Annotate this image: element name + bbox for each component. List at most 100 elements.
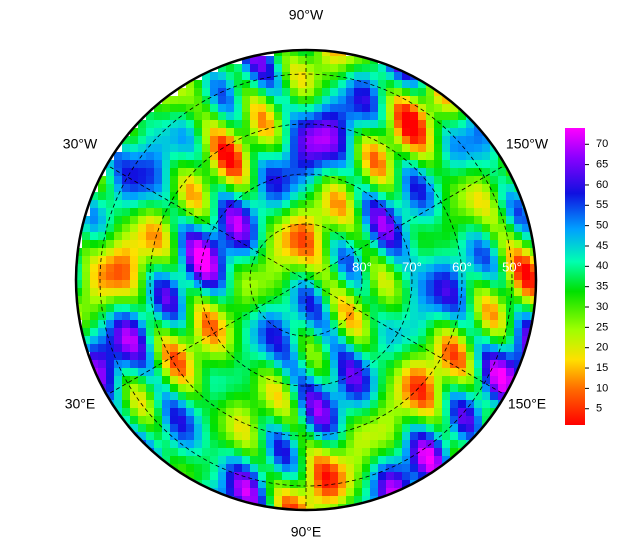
field-cell xyxy=(450,304,458,312)
field-cell xyxy=(306,472,314,480)
field-cell xyxy=(274,224,282,232)
field-cell xyxy=(106,160,114,168)
field-cell xyxy=(362,96,370,104)
field-cell xyxy=(394,152,402,160)
field-cell xyxy=(226,472,234,480)
field-cell xyxy=(402,264,410,272)
field-cell xyxy=(322,216,330,224)
field-cell xyxy=(466,328,474,336)
field-cell xyxy=(210,336,218,344)
field-cell xyxy=(282,112,290,120)
colorbar-tick-label: 40 xyxy=(596,260,608,272)
field-cell xyxy=(202,440,210,448)
field-cell xyxy=(218,264,226,272)
field-cell xyxy=(122,280,130,288)
field-cell xyxy=(210,192,218,200)
field-cell xyxy=(258,56,266,64)
field-cell xyxy=(386,272,394,280)
field-cell xyxy=(410,80,418,88)
field-cell xyxy=(130,368,138,376)
field-cell xyxy=(202,80,210,88)
field-cell xyxy=(458,296,466,304)
field-cell xyxy=(138,368,146,376)
field-cell xyxy=(258,256,266,264)
field-cell xyxy=(426,464,434,472)
field-cell xyxy=(450,440,458,448)
field-cell xyxy=(370,104,378,112)
colorbar-tick-label: 15 xyxy=(596,362,608,374)
field-cell xyxy=(386,320,394,328)
field-cell xyxy=(258,112,266,120)
field-cell xyxy=(354,88,362,96)
field-cell xyxy=(282,80,290,88)
field-cell xyxy=(514,240,522,248)
field-cell xyxy=(474,168,482,176)
field-cell xyxy=(298,400,306,408)
field-cell xyxy=(274,128,282,136)
field-cell xyxy=(258,88,266,96)
field-cell xyxy=(322,408,330,416)
field-cell xyxy=(386,128,394,136)
field-cell xyxy=(274,448,282,456)
field-cell xyxy=(114,208,122,216)
field-cell xyxy=(218,328,226,336)
field-cell xyxy=(466,232,474,240)
field-cell xyxy=(234,208,242,216)
field-cell xyxy=(482,176,490,184)
field-cell xyxy=(426,264,434,272)
field-cell xyxy=(458,184,466,192)
field-cell xyxy=(450,312,458,320)
field-cell xyxy=(362,336,370,344)
field-cell xyxy=(90,328,98,336)
field-cell xyxy=(210,256,218,264)
field-cell xyxy=(346,472,354,480)
field-cell xyxy=(242,240,250,248)
field-cell xyxy=(266,128,274,136)
field-cell xyxy=(330,264,338,272)
field-cell xyxy=(370,72,378,80)
field-cell xyxy=(346,264,354,272)
field-cell xyxy=(298,72,306,80)
field-cell xyxy=(362,360,370,368)
field-cell xyxy=(162,168,170,176)
field-cell xyxy=(178,432,186,440)
field-cell xyxy=(242,336,250,344)
field-cell xyxy=(394,416,402,424)
field-cell xyxy=(178,168,186,176)
field-cell xyxy=(138,416,146,424)
field-cell xyxy=(290,488,298,496)
field-cell xyxy=(354,200,362,208)
field-cell xyxy=(418,256,426,264)
field-cell xyxy=(114,304,122,312)
field-cell xyxy=(370,88,378,96)
field-cell xyxy=(314,144,322,152)
field-cell xyxy=(194,408,202,416)
field-cell xyxy=(330,224,338,232)
field-cell xyxy=(82,280,90,288)
field-cell xyxy=(210,144,218,152)
colorbar-tick-label: 30 xyxy=(596,301,608,313)
field-cell xyxy=(306,240,314,248)
field-cell xyxy=(426,328,434,336)
field-cell xyxy=(114,344,122,352)
field-cell xyxy=(338,344,346,352)
field-cell xyxy=(338,360,346,368)
field-cell xyxy=(178,336,186,344)
field-cell xyxy=(250,272,258,280)
field-cell xyxy=(482,192,490,200)
field-cell xyxy=(194,424,202,432)
field-cell xyxy=(346,96,354,104)
field-cell xyxy=(170,424,178,432)
field-cell xyxy=(210,352,218,360)
field-cell xyxy=(402,280,410,288)
field-cell xyxy=(194,168,202,176)
field-cell xyxy=(434,416,442,424)
field-cell xyxy=(474,312,482,320)
field-cell xyxy=(442,224,450,232)
field-cell xyxy=(442,320,450,328)
field-cell xyxy=(178,392,186,400)
field-cell xyxy=(274,240,282,248)
field-cell xyxy=(114,352,122,360)
field-cell xyxy=(186,464,194,472)
field-cell xyxy=(514,304,522,312)
